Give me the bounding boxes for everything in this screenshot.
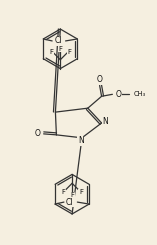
- Text: Cl: Cl: [54, 37, 62, 45]
- Text: CH₃: CH₃: [134, 91, 146, 97]
- Text: F: F: [67, 49, 71, 55]
- Text: N: N: [78, 136, 84, 145]
- Text: O: O: [97, 75, 103, 84]
- Text: F: F: [70, 192, 74, 198]
- Text: O: O: [115, 90, 121, 99]
- Text: N: N: [103, 117, 108, 125]
- Text: O: O: [35, 129, 41, 138]
- Text: F: F: [58, 46, 62, 52]
- Text: Cl: Cl: [66, 197, 74, 207]
- Text: F: F: [79, 189, 83, 195]
- Text: F: F: [61, 189, 65, 195]
- Text: Cl: Cl: [56, 37, 63, 45]
- Text: F: F: [49, 49, 54, 55]
- Text: Cl: Cl: [68, 197, 75, 207]
